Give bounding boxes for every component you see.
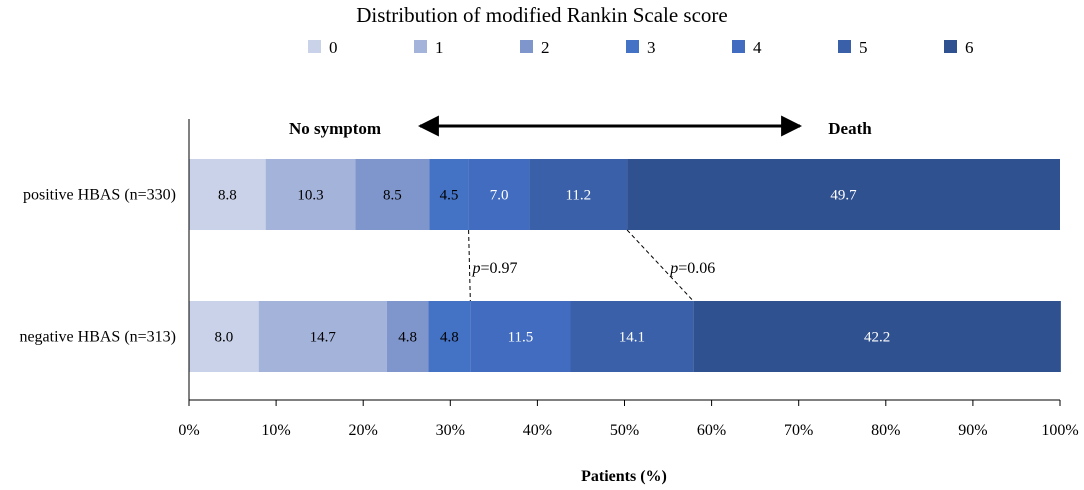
legend-label-0: 0 xyxy=(329,38,338,57)
p-connector-1 xyxy=(626,229,694,302)
x-tick-label-8: 80% xyxy=(871,422,900,439)
data-label-positive-mrs3: 4.5 xyxy=(440,188,459,204)
bar-segment-positive-mrs5 xyxy=(529,159,628,230)
legend-label-4: 4 xyxy=(753,38,762,57)
data-label-positive-mrs1: 10.3 xyxy=(297,188,323,204)
category-label-negative: negative HBAS (n=313) xyxy=(19,329,176,346)
bar-segment-positive-mrs6 xyxy=(627,159,1060,230)
data-label-positive-mrs2: 8.5 xyxy=(383,188,402,204)
legend-swatch-2 xyxy=(520,40,533,53)
chart-title: Distribution of modified Rankin Scale sc… xyxy=(356,3,728,27)
x-tick-label-6: 60% xyxy=(697,422,726,439)
category-label-positive: positive HBAS (n=330) xyxy=(23,187,176,204)
bar-segment-negative-mrs1 xyxy=(258,301,387,372)
p-connector-0 xyxy=(468,229,471,302)
legend-swatch-5 xyxy=(838,40,851,53)
x-tick-label-5: 50% xyxy=(610,422,639,439)
legend-swatch-1 xyxy=(414,40,427,53)
data-label-negative-mrs3: 4.8 xyxy=(440,330,459,346)
data-label-negative-mrs5: 14.1 xyxy=(619,330,645,346)
legend-label-2: 2 xyxy=(541,38,550,57)
p-value-connectors: p=0.97 p=0.06 xyxy=(468,229,715,302)
p-value-label-1: p=0.06 xyxy=(669,260,715,277)
death-label: Death xyxy=(828,119,872,138)
p-value-0: =0.97 xyxy=(480,260,517,277)
legend-swatch-6 xyxy=(944,40,957,53)
bar-segment-negative-mrs3 xyxy=(428,301,471,372)
legend-label-5: 5 xyxy=(859,38,868,57)
x-tick-label-0: 0% xyxy=(178,422,199,439)
annotations: No symptom Death xyxy=(289,115,872,138)
bar-segment-negative-mrs2 xyxy=(386,301,429,372)
p-symbol-0: p xyxy=(471,260,480,277)
legend-swatch-3 xyxy=(626,40,639,53)
data-label-positive-mrs5: 11.2 xyxy=(565,188,591,204)
data-label-negative-mrs4: 11.5 xyxy=(508,330,534,346)
bar-segment-negative-mrs6 xyxy=(693,301,1061,372)
legend-label-1: 1 xyxy=(435,38,444,57)
p-symbol-1: p xyxy=(669,260,678,277)
data-label-positive-mrs0: 8.8 xyxy=(218,188,237,204)
no-symptom-label: No symptom xyxy=(289,119,381,138)
bar-segment-positive-mrs1 xyxy=(265,159,356,230)
bar-segment-negative-mrs4 xyxy=(470,301,571,372)
x-tick-label-1: 10% xyxy=(261,422,290,439)
x-tick-label-2: 20% xyxy=(349,422,378,439)
x-tick-label-10: 100% xyxy=(1041,422,1078,439)
x-axis-title: Patients (%) xyxy=(581,468,667,485)
x-tick-label-7: 70% xyxy=(784,422,813,439)
bar-segment-positive-mrs0 xyxy=(189,159,266,230)
data-label-positive-mrs4: 7.0 xyxy=(490,188,509,204)
legend-label-6: 6 xyxy=(965,38,974,57)
p-value-label-0: p=0.97 xyxy=(471,260,517,277)
bar-segment-negative-mrs5 xyxy=(570,301,694,372)
bar-segment-positive-mrs4 xyxy=(468,159,530,230)
p-value-1: =0.06 xyxy=(678,260,715,277)
axes: 0% 10% 20% 30% 40% 50% 60% 70% 80% 90% 100% xyxy=(178,119,1079,439)
data-label-negative-mrs6: 42.2 xyxy=(864,330,890,346)
data-label-positive-mrs6: 49.7 xyxy=(830,188,857,204)
data-label-negative-mrs2: 4.8 xyxy=(398,330,417,346)
bar-segment-positive-mrs2 xyxy=(355,159,430,230)
legend-swatch-4 xyxy=(732,40,745,53)
x-tick-label-3: 30% xyxy=(436,422,465,439)
bars: 8.8 10.3 8.5 4.5 7.0 11.2 49.7 positive HBAS (n… xyxy=(19,159,1061,372)
legend-swatch-0 xyxy=(308,40,321,53)
data-label-negative-mrs0: 8.0 xyxy=(214,330,233,346)
legend-label-3: 3 xyxy=(647,38,656,57)
legend: 0 1 2 3 4 5 6 xyxy=(308,38,974,57)
data-label-negative-mrs1: 14.7 xyxy=(310,330,337,346)
bar-segment-positive-mrs3 xyxy=(429,159,469,230)
x-tick-label-4: 40% xyxy=(523,422,552,439)
bar-segment-negative-mrs0 xyxy=(189,301,259,372)
x-tick-label-9: 90% xyxy=(958,422,987,439)
